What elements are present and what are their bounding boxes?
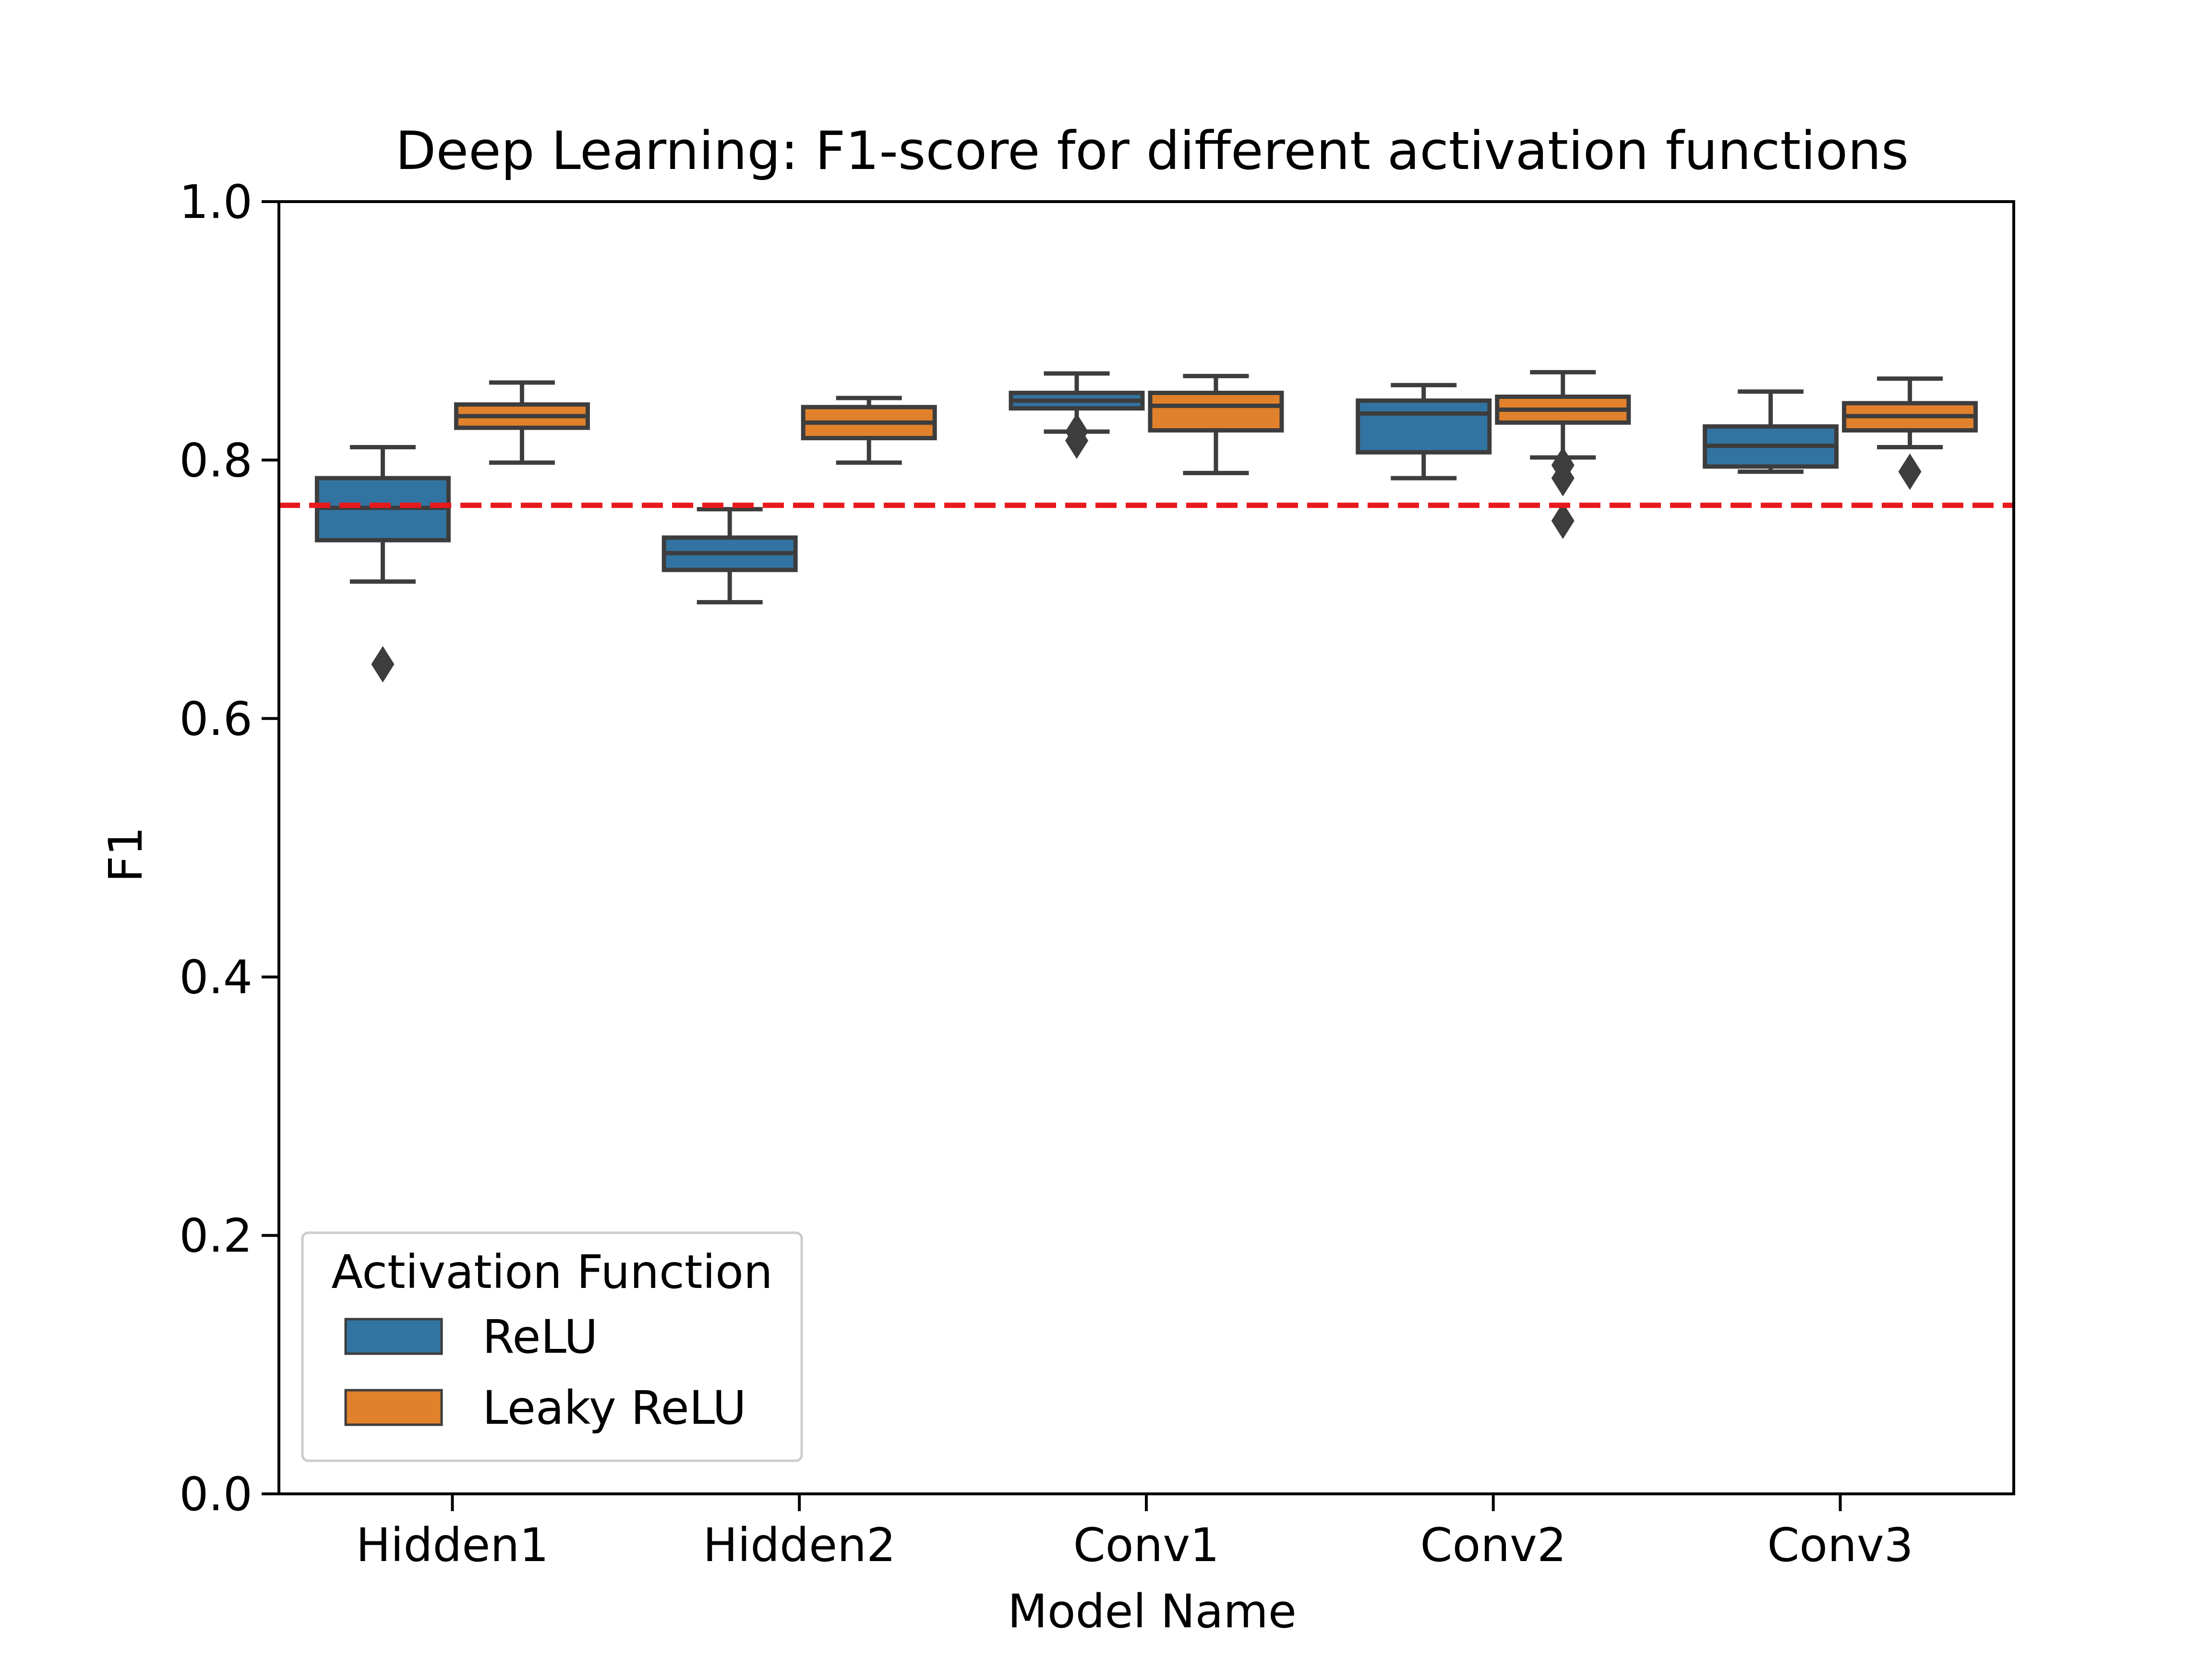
x-tick-label: Conv3	[1767, 1518, 1913, 1572]
legend-swatch-leaky-relu	[344, 1389, 443, 1426]
outlier-point	[1065, 413, 1088, 450]
legend-label-leaky-relu: Leaky ReLU	[482, 1381, 746, 1435]
outlier-point	[1551, 460, 1575, 497]
y-tick-label: 1.0	[179, 175, 252, 229]
box-body	[1148, 390, 1284, 433]
box-relu-conv2	[1356, 383, 1492, 481]
y-tick-label: 0.6	[179, 692, 252, 746]
axes-frame	[277, 200, 2015, 1495]
legend: Activation Function ReLU Leaky ReLU	[301, 1231, 803, 1462]
chart-title: Deep Learning: F1-score for different ac…	[396, 120, 1909, 181]
x-tick-label: Conv1	[1073, 1518, 1220, 1572]
outlier-point	[1551, 502, 1575, 539]
plot-area: 0.0 0.2 0.4 0.6 0.8 1.0 Hidden1 Hidden2 Conv1 Con…	[179, 175, 2015, 1572]
x-tick-label: Conv2	[1420, 1518, 1567, 1572]
outlier-point	[371, 646, 395, 683]
box-leaky-relu-hidden2	[801, 396, 937, 465]
y-tick-label: 0.4	[179, 950, 252, 1004]
x-tick-label: Hidden1	[356, 1518, 549, 1572]
box-leaky-relu-conv1	[1148, 373, 1284, 475]
x-tick-label: Hidden2	[703, 1518, 896, 1572]
box-relu-hidden1	[314, 445, 451, 683]
box-body	[1356, 398, 1492, 455]
box-relu-conv1	[1009, 371, 1145, 459]
box-relu-conv3	[1703, 389, 1839, 474]
legend-label-relu: ReLU	[482, 1310, 598, 1364]
box-leaky-relu-hidden1	[454, 380, 590, 465]
box-relu-hidden2	[661, 507, 798, 605]
outlier-point	[1898, 453, 1922, 490]
y-axis-label: F1	[99, 827, 153, 882]
y-tick-label: 0.2	[179, 1209, 252, 1263]
legend-swatch-relu	[344, 1318, 443, 1355]
y-tick-label: 0.0	[179, 1467, 252, 1521]
box-leaky-relu-conv3	[1842, 376, 1978, 490]
box-leaky-relu-conv2	[1495, 370, 1631, 539]
y-tick-label: 0.8	[179, 433, 252, 487]
x-axis-label: Model Name	[1008, 1585, 1297, 1638]
legend-title: Activation Function	[331, 1245, 772, 1299]
